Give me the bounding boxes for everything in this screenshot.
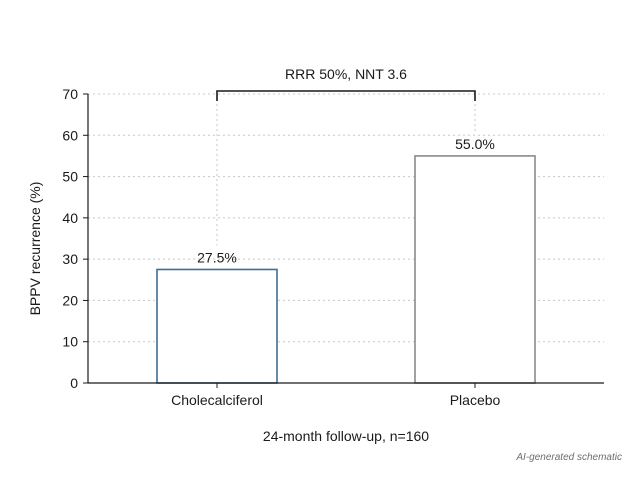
data-label: 55.0% — [455, 136, 495, 152]
bracket-line — [216, 90, 476, 101]
bracket-annotation: RRR 50%, NNT 3.6 — [285, 66, 407, 82]
bar-cholecalciferol — [156, 268, 278, 384]
y-tick-label: 40 — [62, 210, 78, 226]
comparison-bracket: RRR 50%, NNT 3.6 — [216, 66, 476, 101]
y-tick-label: 20 — [62, 292, 78, 308]
y-tick-label: 10 — [62, 334, 78, 350]
bar-placebo — [414, 155, 536, 384]
footnote: AI-generated schematic — [516, 452, 622, 463]
y-tick-label: 60 — [62, 127, 78, 143]
x-tick-label: Cholecalciferol — [171, 392, 263, 408]
data-label: 27.5% — [197, 249, 237, 265]
y-tick-label: 30 — [62, 251, 78, 267]
y-tick-label: 50 — [62, 169, 78, 185]
data-labels: 27.5% 55.0% — [197, 136, 495, 266]
y-tick-label: 0 — [70, 375, 78, 391]
y-tick-label: 70 — [62, 86, 78, 102]
y-ticks: 0 10 20 30 40 50 60 70 — [62, 86, 88, 391]
axes — [87, 94, 604, 384]
x-tick-label: Placebo — [450, 392, 501, 408]
x-axis-title: 24-month follow-up, n=160 — [263, 428, 429, 444]
x-ticks: Cholecalciferol Placebo — [171, 383, 501, 408]
bars — [156, 155, 536, 384]
y-axis-title: BPPV recurrence (%) — [27, 182, 43, 316]
